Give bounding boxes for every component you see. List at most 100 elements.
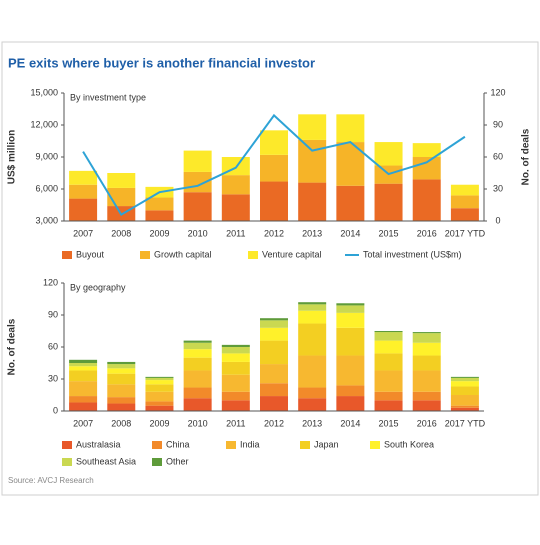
x-tick-label: 2017 YTD bbox=[445, 228, 486, 238]
y-tick-label: 60 bbox=[48, 341, 58, 351]
bar-segment bbox=[107, 384, 136, 398]
bar-segment bbox=[450, 405, 479, 408]
bar-segment bbox=[336, 305, 365, 313]
source: Source: AVCJ Research bbox=[8, 476, 94, 485]
bar-segment bbox=[221, 400, 250, 411]
bar-segment bbox=[260, 383, 288, 397]
subtitle: By geography bbox=[70, 282, 126, 292]
y-tick-label: 0 bbox=[53, 405, 58, 415]
bar-segment bbox=[336, 114, 365, 143]
bar-segment bbox=[69, 363, 98, 367]
bar-segment bbox=[374, 331, 403, 333]
bar-segment bbox=[69, 396, 98, 403]
y-tick-label: 120 bbox=[43, 277, 58, 287]
bar-segment bbox=[221, 391, 250, 401]
legend-swatch bbox=[300, 441, 310, 449]
bar-segment bbox=[298, 387, 327, 399]
bar-segment bbox=[145, 210, 174, 221]
bar-segment bbox=[183, 398, 212, 411]
x-tick-label: 2016 bbox=[417, 228, 437, 238]
bar-segment bbox=[145, 405, 174, 411]
bar-segment bbox=[145, 391, 174, 402]
y-tick-label: 12,000 bbox=[30, 119, 58, 129]
bar-segment bbox=[298, 355, 327, 388]
bar-segment bbox=[107, 173, 136, 188]
bar-segment bbox=[183, 370, 212, 388]
legend-swatch bbox=[62, 441, 72, 449]
bar-segment bbox=[298, 398, 327, 411]
bar-segment bbox=[450, 195, 479, 209]
bar-segment bbox=[145, 376, 174, 378]
bar-segment bbox=[374, 340, 403, 354]
legend-label: Venture capital bbox=[262, 249, 322, 259]
bar-segment bbox=[260, 318, 288, 321]
bar-segment bbox=[183, 340, 212, 343]
bar-segment bbox=[374, 400, 403, 411]
x-tick-label: 2007 bbox=[73, 228, 93, 238]
y2-axis-label: No. of deals bbox=[521, 128, 532, 185]
bar-segment bbox=[145, 401, 174, 406]
y2-tick-label: 30 bbox=[493, 183, 503, 193]
bar-segment bbox=[450, 407, 479, 411]
bar-segment bbox=[336, 396, 365, 411]
bar-segment bbox=[183, 150, 212, 172]
bar-segment bbox=[145, 197, 174, 211]
bar-segment bbox=[412, 333, 441, 343]
bar-segment bbox=[107, 361, 136, 365]
bar-segment bbox=[374, 332, 403, 341]
y2-tick-label: 60 bbox=[493, 151, 503, 161]
bar-segment bbox=[69, 359, 98, 363]
legend-swatch bbox=[140, 251, 150, 259]
bar-segment bbox=[374, 391, 403, 401]
legend-swatch bbox=[152, 458, 162, 466]
bar-segment bbox=[412, 370, 441, 392]
bar-segment bbox=[336, 142, 365, 186]
bar-segment bbox=[69, 366, 98, 371]
y-axis-label: US$ million bbox=[7, 130, 18, 184]
bar-segment bbox=[412, 355, 441, 371]
legend-swatch bbox=[62, 458, 72, 466]
bar-segment bbox=[450, 376, 479, 378]
bar-segment bbox=[450, 395, 479, 406]
bar-segment bbox=[260, 320, 288, 328]
bar-segment bbox=[183, 387, 212, 399]
bar-segment bbox=[107, 403, 136, 411]
x-tick-label: 2014 bbox=[340, 228, 360, 238]
x-tick-label: 2012 bbox=[264, 228, 284, 238]
legend-label: Buyout bbox=[76, 249, 105, 259]
x-tick-label: 2011 bbox=[226, 418, 245, 428]
bar-segment bbox=[260, 340, 288, 365]
bar-segment bbox=[221, 175, 250, 195]
y-axis-label: No. of deals bbox=[7, 318, 18, 375]
bar-segment bbox=[221, 344, 250, 347]
legend-label: Japan bbox=[314, 439, 339, 449]
bar-segment bbox=[412, 179, 441, 221]
bar-segment bbox=[450, 386, 479, 395]
legend-label: India bbox=[240, 439, 260, 449]
bar-segment bbox=[69, 198, 98, 221]
bar-segment bbox=[298, 114, 327, 140]
frame bbox=[1, 41, 539, 496]
legend-swatch bbox=[226, 441, 236, 449]
bar-segment bbox=[450, 377, 479, 382]
bar-segment bbox=[183, 192, 212, 221]
bar-segment bbox=[145, 384, 174, 392]
x-tick-label: 2011 bbox=[226, 228, 245, 238]
bar-segment bbox=[298, 182, 327, 221]
bar-segment bbox=[183, 357, 212, 371]
bar-segment bbox=[221, 353, 250, 362]
bar-segment bbox=[260, 396, 288, 411]
bar-segment bbox=[374, 353, 403, 371]
x-tick-label: 2013 bbox=[302, 228, 322, 238]
x-tick-label: 2007 bbox=[73, 418, 93, 428]
legend-label: Other bbox=[166, 456, 189, 466]
bar-segment bbox=[221, 194, 250, 221]
bar-segment bbox=[183, 342, 212, 350]
bar-segment bbox=[69, 381, 98, 397]
bar-segment bbox=[412, 157, 441, 180]
x-tick-label: 2009 bbox=[149, 228, 169, 238]
bar-segment bbox=[412, 332, 441, 334]
y-tick-label: 9,000 bbox=[35, 151, 58, 161]
bar-segment bbox=[145, 380, 174, 385]
